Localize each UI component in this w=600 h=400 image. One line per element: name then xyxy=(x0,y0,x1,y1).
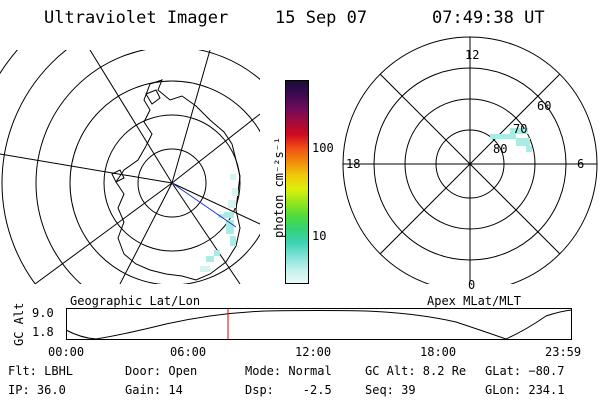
colorbar-unit-label: photon cm⁻²s⁻¹ xyxy=(272,136,286,238)
status-glat: GLat: −80.7 xyxy=(485,364,565,378)
mag-panel-label: Apex MLat/MLT xyxy=(427,294,521,308)
magnetic-polar-plot xyxy=(342,36,598,284)
altitude-axis-title: GC Alt xyxy=(12,302,26,346)
time-tick-1200: 12:00 xyxy=(295,345,332,359)
look-direction-line xyxy=(171,182,237,228)
geographic-map xyxy=(0,50,260,284)
status-gc-alt: GC Alt: 8.2 Re xyxy=(365,364,467,378)
colorbar-tick-100: 100 xyxy=(312,141,334,155)
mlt-label-6: 6 xyxy=(577,157,585,171)
aurora-emission xyxy=(206,212,236,262)
time-tick-2359: 23:59 xyxy=(545,345,582,359)
mlt-label-18: 18 xyxy=(346,157,361,171)
time-tick-0600: 06:00 xyxy=(170,345,207,359)
status-seq: Seq: 39 xyxy=(365,383,416,397)
time-tick-1800: 18:00 xyxy=(420,345,457,359)
status-glon: GLon: 234.1 xyxy=(485,383,565,397)
altitude-curve xyxy=(66,309,572,340)
time-tick-0000: 00:00 xyxy=(48,345,85,359)
antarctica-outline xyxy=(115,79,241,281)
status-dsp: Dsp: -2.5 xyxy=(245,383,332,397)
mlt-label-12: 12 xyxy=(465,48,480,62)
aurora-emission-mag xyxy=(490,128,532,152)
altitude-tick-low: 1.8 xyxy=(32,325,54,339)
time-label: 07:49:38 UT xyxy=(432,8,545,28)
colorbar-tick-10: 10 xyxy=(312,229,327,243)
mlat-label-80: 80 xyxy=(493,142,508,156)
status-filter: Flt: LBHL xyxy=(8,364,74,378)
altitude-tick-high: 9.0 xyxy=(32,306,54,320)
status-door: Door: Open xyxy=(125,364,198,378)
status-ip: IP: 36.0 xyxy=(8,383,66,397)
geo-panel-label: Geographic Lat/Lon xyxy=(70,294,201,308)
date-label: 15 Sep 07 xyxy=(275,8,368,28)
altitude-plot xyxy=(66,308,572,340)
colorbar xyxy=(285,80,309,284)
mlat-label-60: 60 xyxy=(537,99,552,113)
app-title: Ultraviolet Imager xyxy=(44,8,229,28)
mlt-label-0: 0 xyxy=(468,278,476,292)
status-mode: Mode: Normal xyxy=(245,364,332,378)
status-gain: Gain: 14 xyxy=(125,383,183,397)
mlat-label-70: 70 xyxy=(513,122,528,136)
